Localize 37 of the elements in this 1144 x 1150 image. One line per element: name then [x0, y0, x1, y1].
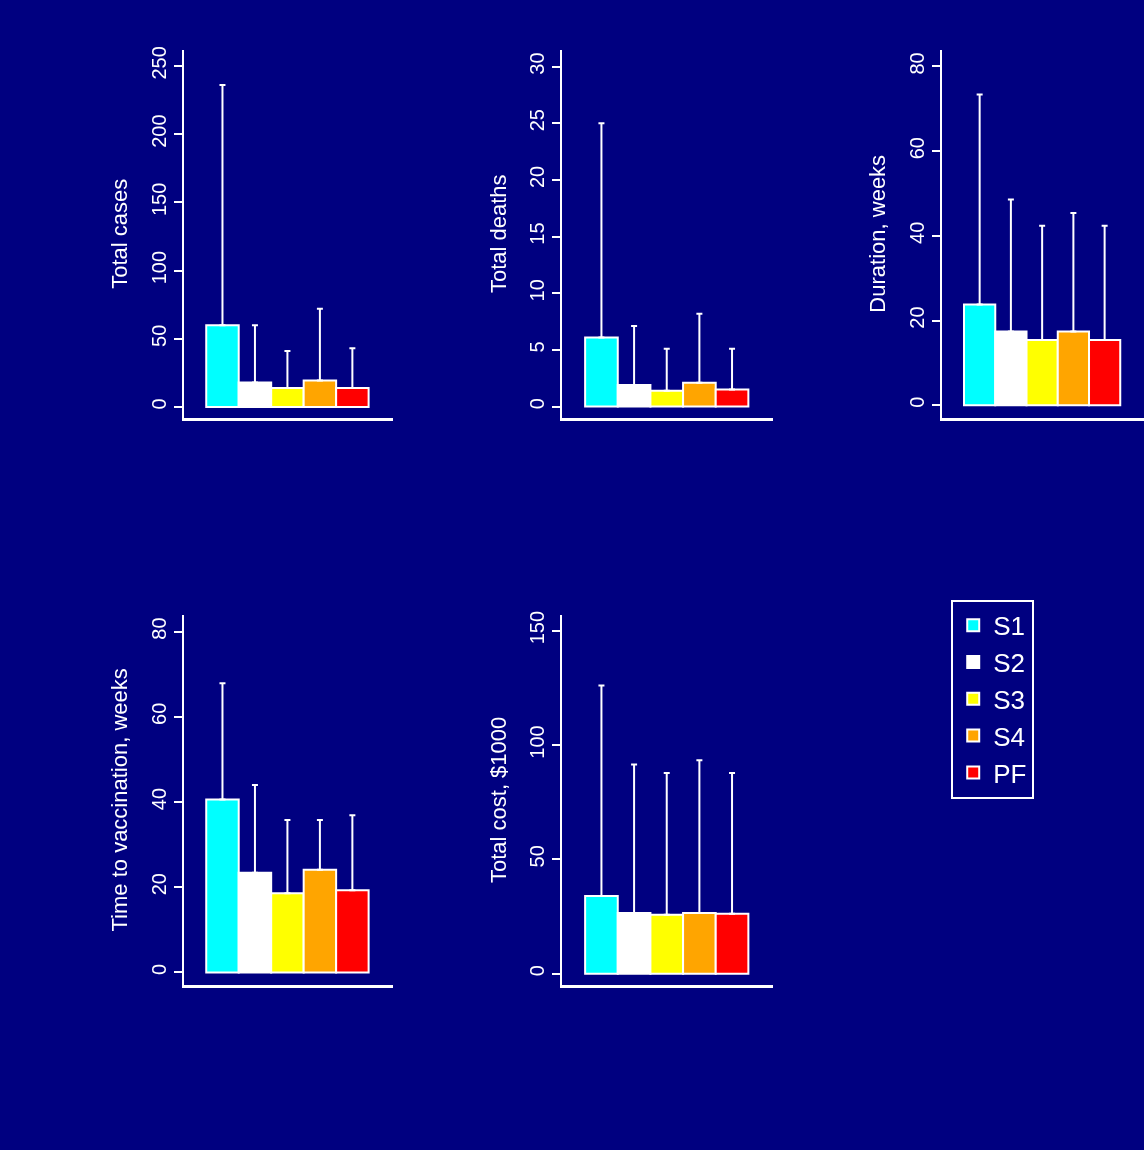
- y-tick-label: 40: [906, 221, 929, 244]
- y-tick-label: 15: [526, 222, 549, 245]
- y-tick-label: 20: [906, 306, 929, 329]
- legend-label: S1: [993, 611, 1026, 642]
- y-tick-label: 40: [147, 787, 170, 811]
- y-tick-label: 60: [906, 137, 929, 160]
- y-tick-label: 5: [526, 341, 549, 353]
- legend-label: PF: [993, 758, 1027, 789]
- y-tick-label: 100: [147, 250, 170, 285]
- y-tick-label: 20: [147, 873, 170, 896]
- y-tick-label: 100: [526, 725, 549, 759]
- y-axis-title: Total cost, $1000: [485, 716, 511, 884]
- y-tick-label: 0: [147, 963, 170, 975]
- y-tick-label: 250: [147, 46, 170, 80]
- legend-label: S2: [993, 648, 1026, 679]
- y-axis-title: Total deaths: [485, 174, 511, 294]
- y-tick-label: 20: [526, 165, 549, 189]
- y-axis-title: Total cases: [106, 178, 132, 289]
- y-tick-label: 60: [147, 702, 170, 725]
- y-tick-label: 200: [147, 114, 170, 148]
- y-tick-label: 0: [526, 398, 549, 410]
- y-tick-label: 0: [906, 396, 929, 408]
- y-tick-label: 150: [147, 182, 170, 217]
- y-tick-label: 0: [526, 965, 549, 977]
- y-tick-label: 150: [526, 610, 549, 645]
- y-tick-label: 80: [147, 617, 170, 640]
- legend-label: S4: [993, 721, 1026, 752]
- y-tick-label: 10: [526, 279, 549, 302]
- y-tick-label: 30: [526, 52, 549, 75]
- y-tick-label: 0: [147, 398, 170, 410]
- y-axis-title: Duration, weeks: [865, 154, 891, 313]
- y-tick-label: 25: [526, 109, 549, 132]
- legend-label: S3: [993, 684, 1026, 715]
- y-tick-label: 50: [526, 845, 549, 868]
- y-tick-label: 80: [906, 52, 929, 75]
- y-tick-label: 50: [147, 324, 170, 347]
- y-axis-title: Time to vaccination, weeks: [106, 668, 132, 932]
